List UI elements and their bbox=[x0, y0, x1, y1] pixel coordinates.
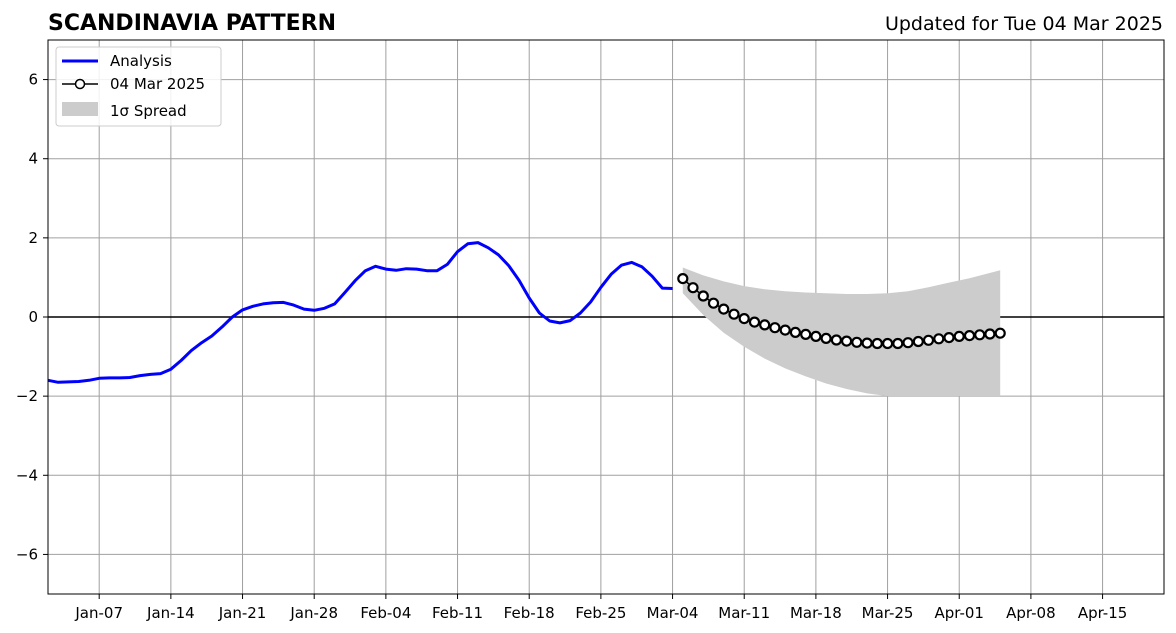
legend-spread-swatch bbox=[62, 102, 98, 116]
forecast-point bbox=[697, 290, 709, 302]
spread-band bbox=[682, 267, 1001, 397]
forecast-point bbox=[769, 322, 781, 334]
forecast-point bbox=[718, 303, 730, 315]
analysis-line bbox=[47, 241, 673, 384]
x-tick-label: Apr-15 bbox=[1078, 604, 1128, 622]
forecast-point bbox=[830, 334, 843, 346]
forecast-point bbox=[902, 337, 914, 349]
x-tick-label: Feb-11 bbox=[432, 604, 483, 622]
forecast-point bbox=[974, 329, 986, 341]
forecast-point bbox=[789, 326, 802, 338]
forecast-point bbox=[861, 337, 873, 349]
forecast-point bbox=[707, 297, 720, 309]
forecast-point bbox=[871, 337, 883, 350]
x-tick-label: Jan-07 bbox=[74, 604, 123, 622]
updated-date-label: Updated for Tue 04 Mar 2025 bbox=[885, 13, 1163, 35]
forecast-point bbox=[892, 337, 904, 350]
forecast-point bbox=[912, 335, 924, 348]
forecast-point bbox=[984, 328, 996, 340]
forecast-point bbox=[800, 328, 812, 340]
forecast-point bbox=[840, 335, 853, 347]
forecast-point bbox=[748, 316, 761, 328]
x-tick-label: Apr-01 bbox=[934, 604, 984, 622]
y-tick-label: 4 bbox=[28, 150, 38, 168]
forecast-point bbox=[687, 282, 699, 294]
x-tick-label: Mar-25 bbox=[862, 604, 914, 622]
chart-title: SCANDINAVIA PATTERN bbox=[48, 11, 336, 36]
legend-analysis-label: Analysis bbox=[110, 52, 172, 70]
y-tick-label: −6 bbox=[16, 545, 38, 563]
forecast-point bbox=[759, 319, 771, 331]
forecast-point bbox=[728, 308, 740, 320]
x-tick-label: Feb-25 bbox=[575, 604, 626, 622]
forecast-point bbox=[779, 324, 791, 336]
legend-forecast-swatch-marker bbox=[74, 78, 86, 90]
forecast-point bbox=[677, 273, 689, 285]
x-tick-label: Jan-28 bbox=[289, 604, 338, 622]
forecast-point bbox=[851, 336, 863, 348]
forecast-point bbox=[943, 332, 955, 344]
forecast-point bbox=[963, 330, 976, 342]
x-tick-label: Apr-08 bbox=[1006, 604, 1056, 622]
legend-forecast-label: 04 Mar 2025 bbox=[110, 75, 205, 93]
x-tick-label: Feb-18 bbox=[504, 604, 555, 622]
legend: Analysis 04 Mar 2025 1σ Spread bbox=[55, 46, 222, 127]
forecast-point bbox=[994, 327, 1006, 339]
y-tick-label: 2 bbox=[28, 229, 38, 247]
forecast-point bbox=[738, 313, 750, 325]
x-tick-label: Jan-21 bbox=[218, 604, 267, 622]
forecast-point bbox=[810, 330, 822, 342]
legend-spread-label: 1σ Spread bbox=[110, 102, 187, 120]
forecast-point bbox=[820, 332, 832, 344]
series-layer bbox=[47, 241, 1006, 384]
x-tick-label: Feb-04 bbox=[360, 604, 411, 622]
y-tick-label: 6 bbox=[28, 71, 38, 89]
x-tick-label: Mar-18 bbox=[790, 604, 842, 622]
x-tick-label: Mar-04 bbox=[647, 604, 699, 622]
forecast-point bbox=[881, 337, 894, 350]
y-tick-label: −2 bbox=[16, 387, 38, 405]
forecast-point bbox=[953, 330, 965, 342]
x-tick-label: Mar-11 bbox=[718, 604, 770, 622]
forecast-point bbox=[933, 333, 945, 345]
y-tick-label: 0 bbox=[28, 308, 38, 326]
y-tick-label: −4 bbox=[16, 466, 38, 484]
forecast-point bbox=[922, 334, 935, 346]
spread-band-layer bbox=[682, 267, 1001, 397]
x-tick-label: Jan-14 bbox=[146, 604, 195, 622]
axis-ticks: Jan-07 Jan-14 Jan-21 Jan-28 Feb-04 Feb-11 Feb-… bbox=[16, 71, 1127, 622]
